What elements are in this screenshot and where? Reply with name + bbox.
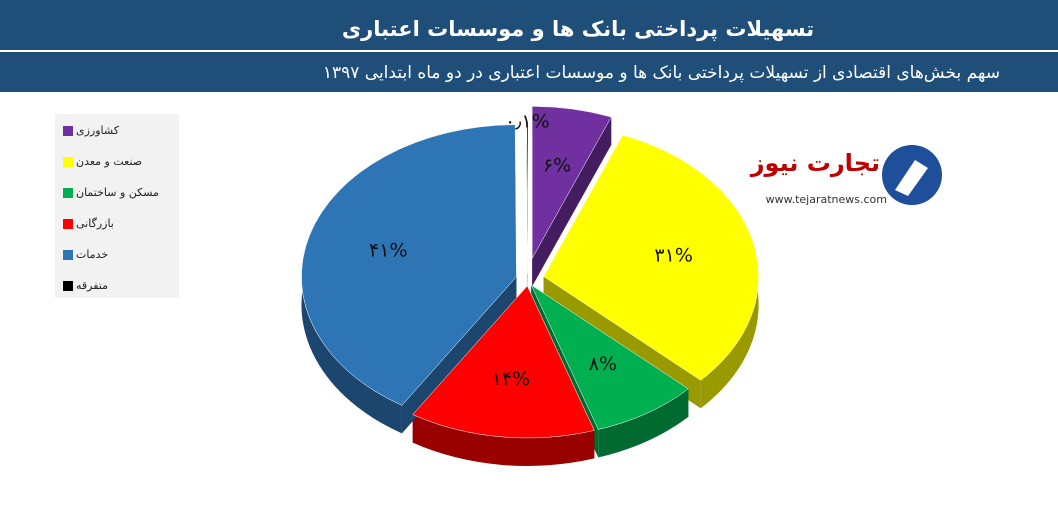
title-band <box>0 0 1058 50</box>
data-label: ۴۱% <box>369 239 407 261</box>
slice-edge <box>532 117 612 287</box>
logo-icon-stroke <box>895 160 928 196</box>
data-label: ۱۴% <box>492 368 530 390</box>
legend-label: بازرگانی <box>76 217 114 230</box>
legend-label: کشاورزی <box>76 124 120 137</box>
legend-box <box>55 114 179 298</box>
pie-slice <box>526 121 529 275</box>
legend-swatch <box>63 219 73 229</box>
subtitle-band <box>0 52 1058 92</box>
logo-url: www.tejaratnews.com <box>766 193 887 206</box>
slice-side <box>412 414 595 466</box>
data-label: ۸% <box>589 353 617 375</box>
data-label: ۰٫۱% <box>505 111 550 133</box>
logo: تجارت نیوز www.tejaratnews.com <box>750 145 942 206</box>
legend-swatch <box>63 126 73 136</box>
legend-swatch <box>63 281 73 291</box>
legend-swatch <box>63 157 73 167</box>
slice-side <box>598 388 689 458</box>
pie-slice <box>412 285 595 439</box>
logo-name: تجارت نیوز <box>750 149 880 177</box>
data-label: ۳۱% <box>654 244 692 266</box>
slice-edge <box>401 276 517 434</box>
pie-slice <box>530 284 689 430</box>
pie-slice <box>301 124 517 406</box>
legend-swatch <box>63 250 73 260</box>
pie-slice <box>543 134 759 381</box>
data-label: ۶% <box>543 154 571 176</box>
legend-swatch <box>63 188 73 198</box>
chart-title: تسهیلات پرداختی بانک ها و موسسات اعتباری <box>342 17 814 41</box>
pie-slice <box>531 106 612 260</box>
legend-label: صنعت و معدن <box>76 155 142 168</box>
legend-label: خدمات <box>76 248 108 261</box>
legend-label: متفرقه <box>76 279 108 292</box>
legend-label: مسکن و ساختمان <box>76 186 159 199</box>
chart-subtitle: سهم بخش‌های اقتصادی از تسهیلات پرداختی ب… <box>323 63 1000 83</box>
